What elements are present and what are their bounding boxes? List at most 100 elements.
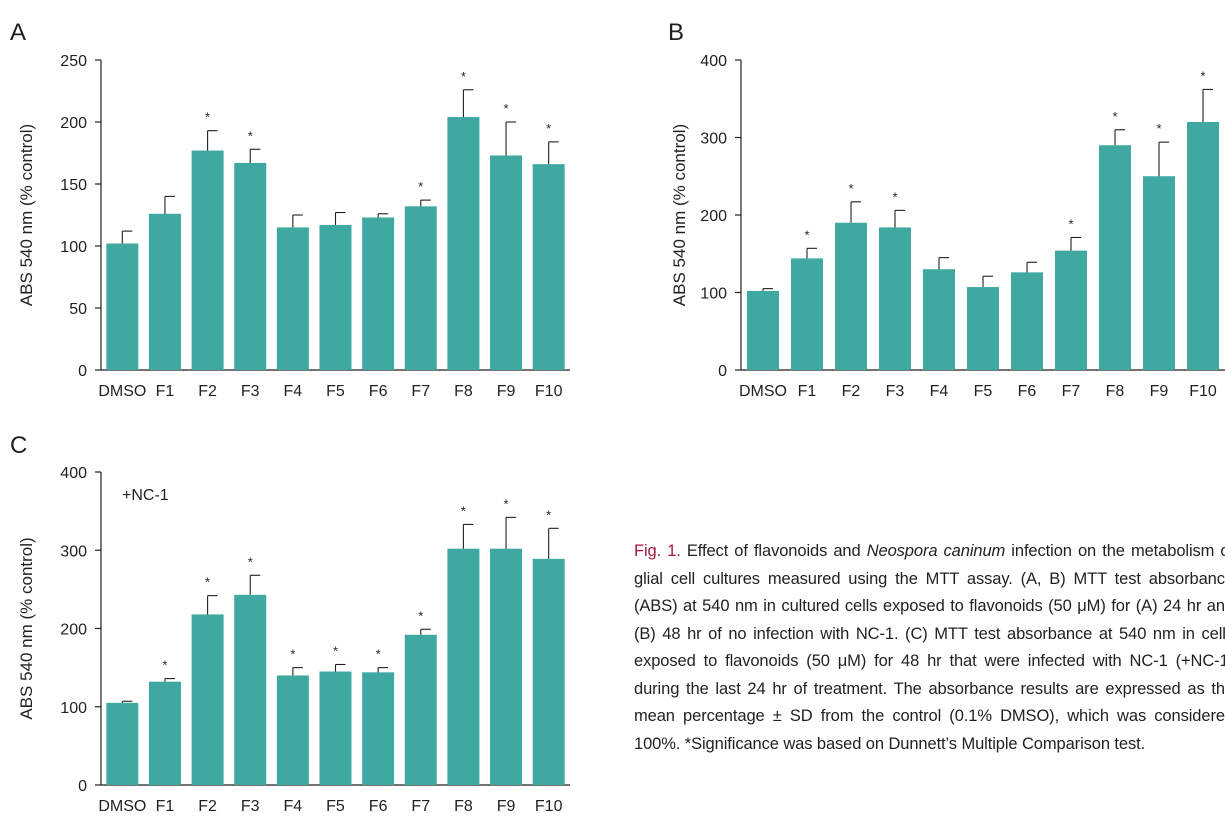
x-tick-label: F3 [241,383,260,400]
y-axis-label: ABS 540 nm (% control) [17,537,36,719]
significance-marker: * [1200,68,1205,83]
y-tick-label: 50 [69,301,87,318]
y-tick-label: 0 [78,363,87,380]
y-tick-label: 100 [700,286,727,303]
y-tick-label: 100 [60,239,87,256]
bar [106,702,139,785]
panel-letter: C [10,432,27,459]
significance-marker: * [248,128,253,143]
significance-marker: * [504,496,509,511]
chart-panel-b: B 0 100 200 300 400 ABS 540 nm (% control) DMSO… [668,19,1225,400]
bar [276,227,309,370]
significance-marker: * [418,179,423,194]
y-tick-label: 0 [78,778,87,795]
y-axis-label: ABS 540 nm (% control) [17,124,36,306]
caption-species-name: Neospora caninum [866,542,1006,560]
x-tick-label: F4 [930,383,949,400]
x-tick-label: F7 [411,798,430,815]
caption-text-part1: Effect of flavonoids and [680,542,867,560]
y-tick-label: 200 [60,622,87,639]
caption-text-part2: infection on the metabolism of glial cel… [634,542,1225,753]
x-tick-label: F8 [454,383,473,400]
significance-marker: * [804,227,809,242]
significance-marker: * [248,554,253,569]
x-tick-label: F2 [842,383,861,400]
x-tick-label: F3 [241,798,260,815]
bar [276,675,309,785]
y-tick-label: 200 [60,115,87,132]
bar [490,548,523,785]
bar [191,150,224,370]
y-tick-label: 200 [700,208,727,225]
y-tick-label: 0 [718,363,727,380]
x-tick-label: F6 [369,383,388,400]
significance-marker: * [504,101,509,116]
x-tick-label: F8 [1106,383,1125,400]
x-tick-label: F1 [156,798,175,815]
bar [362,217,395,370]
significance-marker: * [205,575,210,590]
y-tick-label: 400 [60,465,87,482]
x-tick-label: F9 [497,383,516,400]
x-tick-label: F3 [886,383,905,400]
caption-figure-label: Fig. 1. [634,542,681,560]
significance-marker: * [205,110,210,125]
significance-marker: * [376,647,381,662]
panel-annotation: +NC-1 [122,487,169,504]
x-tick-label: F4 [284,798,303,815]
x-tick-label: F10 [535,798,563,815]
x-tick-label: F8 [454,798,473,815]
x-tick-label: F5 [974,383,993,400]
bar [404,206,437,370]
y-tick-label: 150 [60,177,87,194]
bar [967,287,999,370]
bar [234,594,267,785]
bar [319,671,352,785]
bar [532,164,565,370]
significance-marker: * [848,181,853,196]
bar [490,155,523,370]
bar [835,222,867,370]
y-tick-label: 300 [60,543,87,560]
figure-caption: Fig. 1. Effect of flavonoids and Neospor… [634,538,1225,758]
significance-marker: * [1068,216,1073,231]
significance-marker: * [1112,109,1117,124]
bar [447,548,480,785]
significance-marker: * [461,503,466,518]
y-tick-label: 400 [700,53,727,70]
bar [879,227,911,370]
bar [1055,250,1087,370]
y-tick-label: 300 [700,131,727,148]
chart-panel-a: A 0 50 100 150 200 250 ABS 540 nm (% control) DM… [10,19,570,400]
y-axis-label: ABS 540 nm (% control) [670,124,689,306]
y-tick-label: 250 [60,53,87,70]
x-tick-label: F5 [326,383,345,400]
x-tick-label: F1 [798,383,817,400]
x-tick-label: F5 [326,798,345,815]
panel-letter: A [10,19,26,46]
bar [747,290,779,370]
significance-marker: * [333,643,338,658]
x-tick-label: F2 [198,798,217,815]
x-tick-label: F9 [1150,383,1169,400]
y-tick-label: 100 [60,700,87,717]
bar [923,269,955,370]
x-tick-label: DMSO [98,383,146,400]
bar [319,224,352,370]
x-tick-label: F6 [369,798,388,815]
significance-marker: * [892,189,897,204]
x-tick-label: DMSO [739,383,787,400]
bar [1143,176,1175,370]
bar [234,162,267,370]
bar [148,681,181,785]
bar [191,614,224,785]
panel-letter: B [668,19,684,46]
x-tick-label: F9 [497,798,516,815]
x-tick-label: F7 [1062,383,1081,400]
significance-marker: * [546,121,551,136]
x-tick-label: DMSO [98,798,146,815]
x-tick-label: F4 [284,383,303,400]
bar [106,243,139,370]
bar [791,258,823,370]
